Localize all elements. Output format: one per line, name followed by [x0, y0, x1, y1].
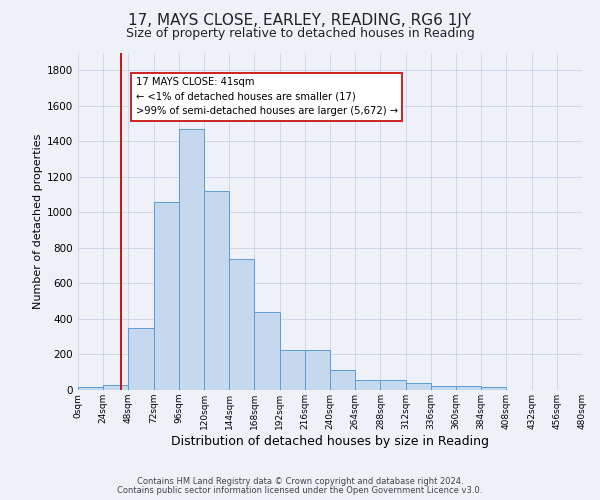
Text: 17 MAYS CLOSE: 41sqm
← <1% of detached houses are smaller (17)
>99% of semi-deta: 17 MAYS CLOSE: 41sqm ← <1% of detached h…: [136, 78, 398, 116]
Bar: [179, 129, 204, 390]
Bar: [103, 384, 128, 390]
Bar: [355, 380, 380, 390]
Bar: [456, 386, 481, 390]
Text: 17, MAYS CLOSE, EARLEY, READING, RG6 1JY: 17, MAYS CLOSE, EARLEY, READING, RG6 1JY: [128, 12, 472, 28]
Bar: [380, 380, 406, 390]
X-axis label: Distribution of detached houses by size in Reading: Distribution of detached houses by size …: [171, 434, 489, 448]
Bar: [330, 370, 355, 390]
Text: Size of property relative to detached houses in Reading: Size of property relative to detached ho…: [125, 28, 475, 40]
Bar: [254, 312, 280, 390]
Text: Contains HM Land Registry data © Crown copyright and database right 2024.: Contains HM Land Registry data © Crown c…: [137, 477, 463, 486]
Bar: [280, 350, 305, 390]
Bar: [154, 202, 179, 390]
Bar: [406, 383, 431, 390]
Bar: [431, 386, 456, 390]
Bar: [78, 388, 103, 390]
Bar: [204, 191, 229, 390]
Bar: [128, 328, 154, 390]
Bar: [481, 388, 506, 390]
Bar: [305, 350, 330, 390]
Text: Contains public sector information licensed under the Open Government Licence v3: Contains public sector information licen…: [118, 486, 482, 495]
Bar: [229, 258, 254, 390]
Y-axis label: Number of detached properties: Number of detached properties: [33, 134, 43, 309]
